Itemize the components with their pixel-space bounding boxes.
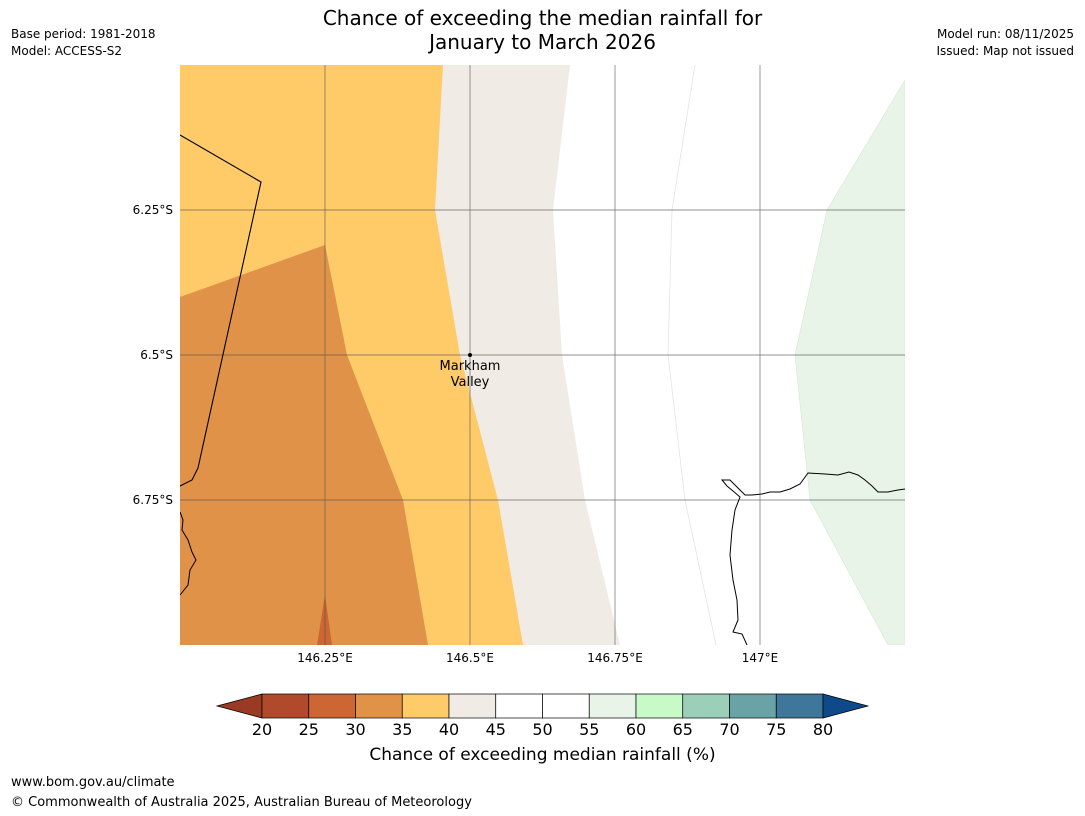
issued-text: Issued: Map not issued [936,44,1074,58]
colorbar-tick-20: 20 [251,720,273,739]
colorbar-tick-60: 60 [625,720,647,739]
lon-label-146-75: 146.75°E [587,651,643,665]
colorbar-cells [261,693,824,719]
map-title: Chance of exceeding the median rainfall … [0,6,1085,54]
colorbar-over-arrow [822,693,870,719]
zone-25-30 [317,595,332,645]
colorbar-tick-30: 30 [345,720,366,739]
model-run-text: Model run: 08/11/2025 [936,27,1074,41]
colorbar-tick-35: 35 [392,720,413,739]
colorbar-cell-55-60 [588,693,637,719]
colorbar-cell-40-45 [448,693,497,719]
zone-30-35 [180,245,428,645]
colorbar-tick-55: 55 [579,720,600,739]
footer-url: www.bom.gov.au/climate [11,775,175,790]
colorbar-cell-35-40 [401,693,450,719]
map-area [180,65,905,645]
colorbar-cell-50-55 [542,693,590,719]
title-line-1: Chance of exceeding the median rainfall … [322,6,763,30]
colorbar-cell-65-70 [682,693,730,719]
model-text: Model: ACCESS-S2 [11,44,123,58]
colorbar-tick-40: 40 [438,720,460,739]
colorbar [215,693,870,719]
place-label-line-2: Valley [450,375,490,390]
border-line [180,134,262,487]
colorbar-tick-65: 65 [672,720,693,739]
lat-label-6-5: 6.5°S [140,348,173,362]
colorbar-cell-75-80 [775,693,824,719]
footer-copyright: © Commonwealth of Australia 2025, Austra… [11,795,472,810]
colorbar-tick-50: 50 [532,720,553,739]
lat-label-6-25: 6.25°S [132,203,173,217]
colorbar-tick-70: 70 [719,720,740,739]
lon-label-146-5: 146.5°E [446,651,494,665]
colorbar-title: Chance of exceeding median rainfall (%) [369,745,716,765]
place-label: Markham Valley [420,359,520,391]
colorbar-tick-25: 25 [298,720,319,739]
lon-label-147: 147°E [741,651,779,665]
colorbar-cell-20-25 [261,693,310,719]
place-label-line-1: Markham [439,359,501,374]
colorbar-cell-70-75 [729,693,777,719]
base-period-text: Base period: 1981-2018 [11,27,156,41]
lon-label-146-25: 146.25°E [297,651,353,665]
colorbar-tick-45: 45 [485,720,506,739]
colorbar-cell-25-30 [308,693,356,719]
colorbar-cell-45-50 [495,693,543,719]
coastline-east [720,471,905,645]
colorbar-tick-80: 80 [812,720,834,739]
markham-valley-marker [468,353,472,357]
colorbar-cell-60-65 [635,693,684,719]
colorbar-under-arrow [215,693,263,719]
lat-label-6-75: 6.75°S [132,493,173,507]
colorbar-tick-75: 75 [766,720,787,739]
colorbar-cell-30-35 [355,693,403,719]
coastline-west [180,511,197,596]
title-line-2: January to March 2026 [429,30,656,54]
